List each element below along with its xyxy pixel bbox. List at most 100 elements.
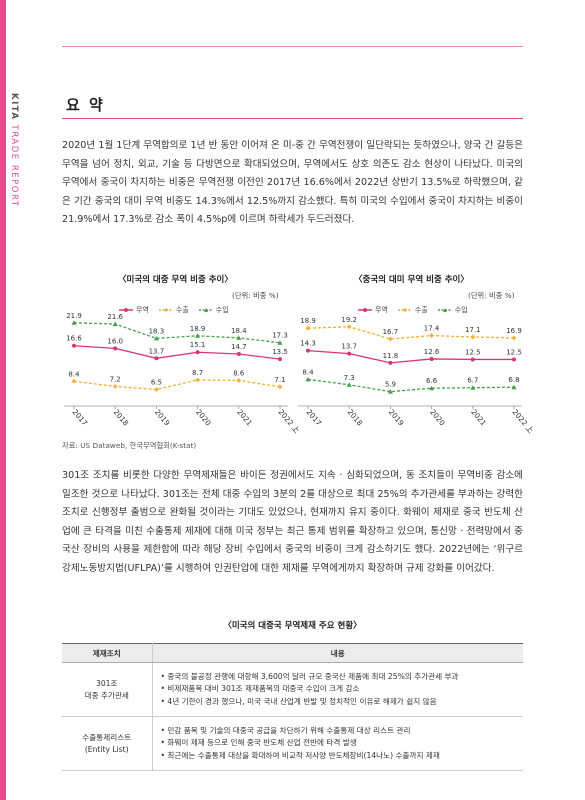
data-point [347,351,352,356]
table-title: 〈미국의 대중국 무역제재 주요 현황〉 [223,621,362,631]
data-point [154,387,159,392]
data-point [511,384,517,390]
data-label: 8.6 [233,369,245,377]
series-line-무역 [73,345,281,360]
data-label: 16.6 [66,335,82,343]
sanction-name: 301조 [96,678,118,688]
data-label: 7.2 [110,375,121,383]
data-point [195,333,201,338]
data-point [305,325,311,331]
table-header-cell: 제재조치 [62,643,153,663]
x-tick-label: 2017 [304,408,323,428]
data-label: 21.6 [107,313,123,321]
desc-item: • 중국의 불공정 관행에 대항해 3,600억 달러 규모 중국산 제품에 최… [160,671,459,681]
desc-item: • 비제재품목 대비 301조 제재품목의 대중국 수입이 크게 감소 [160,684,360,694]
legend-item: 수입 [198,305,229,315]
data-label: 13.5 [272,348,288,356]
data-label: 12.5 [465,348,481,356]
section-rule [62,118,523,119]
data-label: 19.2 [341,316,357,324]
x-tick-label: 2020 [194,408,213,428]
sanction-desc-cell: • 민감 품목 및 기술의 대중국 공급을 차단하기 위해 수출통제 대상 리스… [152,716,523,771]
body-paragraph: 301조 조치를 비롯한 다양한 무역제재들은 바이든 정권에서도 지속 · 심… [62,470,523,574]
data-point [429,356,434,361]
data-point [429,385,435,391]
table-row: 수출통제리스트 (Entity List) • 민감 품목 및 기술의 대중국 … [62,716,523,771]
chart2-unit: (단위: 비중 %) [468,291,515,300]
data-point [195,350,200,355]
series-line-수출 [73,379,281,391]
x-tick-label: 2021 [469,408,488,428]
data-label: 12.6 [424,348,440,356]
sanction-name-sub: 대중 추가관세 [84,690,129,700]
x-tick-label: 2018 [346,408,365,428]
data-point [112,321,118,327]
chart1-title: 〈미국의 대중 무역 비중 추이〉 [118,275,233,285]
data-point [112,384,118,389]
data-label: 15.1 [190,341,206,349]
table-row: 301조 대중 추가관세 • 중국의 불공정 관행에 대항해 3,600억 달러… [62,662,523,717]
chart2-plot: 2017 2018 2019 2020 2021 2022 上 14.3 13.7 11.8 12… [298,316,535,435]
data-point [278,357,282,362]
data-point [470,357,475,362]
data-point [195,377,200,383]
side-report-label: KITA TRADE REPORT [8,93,22,233]
data-label: 14.3 [300,340,316,348]
legend-label: 수출 [175,306,189,314]
data-point [512,357,516,362]
sanctions-table: 제재조치 내용 301조 대중 추가관세 • 중국의 불공정 관행에 대항해 3… [62,643,523,771]
series-line-무역 [307,350,514,364]
chart1-plot: 2017 2018 2019 2020 2021 2022 上16.6 16.013.715… [64,312,301,435]
chart2-legend: 무역 수출 수입 [358,305,468,315]
series-line-수입 [307,378,515,393]
x-tick-label: 2022 上 [510,408,535,435]
data-label: 13.7 [341,343,357,351]
data-label: 8.4 [302,368,314,376]
legend-item: 수입 [437,305,468,315]
chart1-legend: 무역 수출 수입 [119,305,229,315]
data-label: 6.6 [426,377,438,385]
data-label: 16.7 [383,328,399,336]
data-point [305,376,311,382]
legend-label: 무역 [375,306,388,314]
desc-item: • 민감 품목 및 기술의 대중국 공급을 차단하기 위해 수출통제 대상 리스… [160,725,411,735]
data-point [511,335,517,341]
data-point [277,340,283,345]
data-point [277,384,283,390]
side-report-text: TRADE REPORT [9,124,19,208]
data-point [387,389,393,394]
x-tick-label: 2020 [428,408,447,428]
data-point [346,324,352,330]
data-label: 17.1 [465,326,481,334]
summary-paragraph: 2020년 1월 1단계 무역합의로 1년 반 동안 이어져 온 미-중 간 무… [62,140,523,226]
legend-label: 수출 [414,306,428,314]
series-line-수출 [307,326,515,340]
legend-item: 수출 [158,305,189,315]
data-point [306,348,310,353]
data-label: 11.8 [383,352,399,360]
data-point [429,333,434,338]
source-note: 자료: US Dataweb, 한국무역협회(K-stat) [62,441,197,450]
legend-label: 수입 [215,306,229,314]
data-point [153,335,159,341]
chart1-unit: (단위: 비중 %) [232,291,279,300]
desc-item: • 최근에는 수출통제 대상을 확대하여 비교적 저사양 반도체장비(14나노)… [160,750,440,760]
data-label: 16.9 [506,327,522,335]
data-label: 14.7 [231,343,247,351]
data-point [236,335,242,340]
data-label: 13.7 [149,347,165,355]
data-label: 17.4 [424,325,440,333]
sanction-name-cell: 301조 대중 추가관세 [62,662,153,717]
side-brand: KITA [9,93,19,121]
desc-item: • 4년 기한이 경과 했으나, 미국 국내 산업계 반발 및 정치적인 이유로… [160,696,437,706]
data-point [388,360,393,365]
data-point [113,346,118,351]
x-tick-label: 2019 [153,408,172,428]
data-label: 7.3 [344,374,355,382]
data-label: 16.0 [107,337,123,345]
chart2-title: 〈중국의 대미 무역 비중 추이〉 [354,275,469,285]
data-label: 21.9 [66,312,82,320]
data-point [388,336,393,342]
data-label: 7.1 [274,376,285,384]
data-label: 6.7 [467,377,478,385]
